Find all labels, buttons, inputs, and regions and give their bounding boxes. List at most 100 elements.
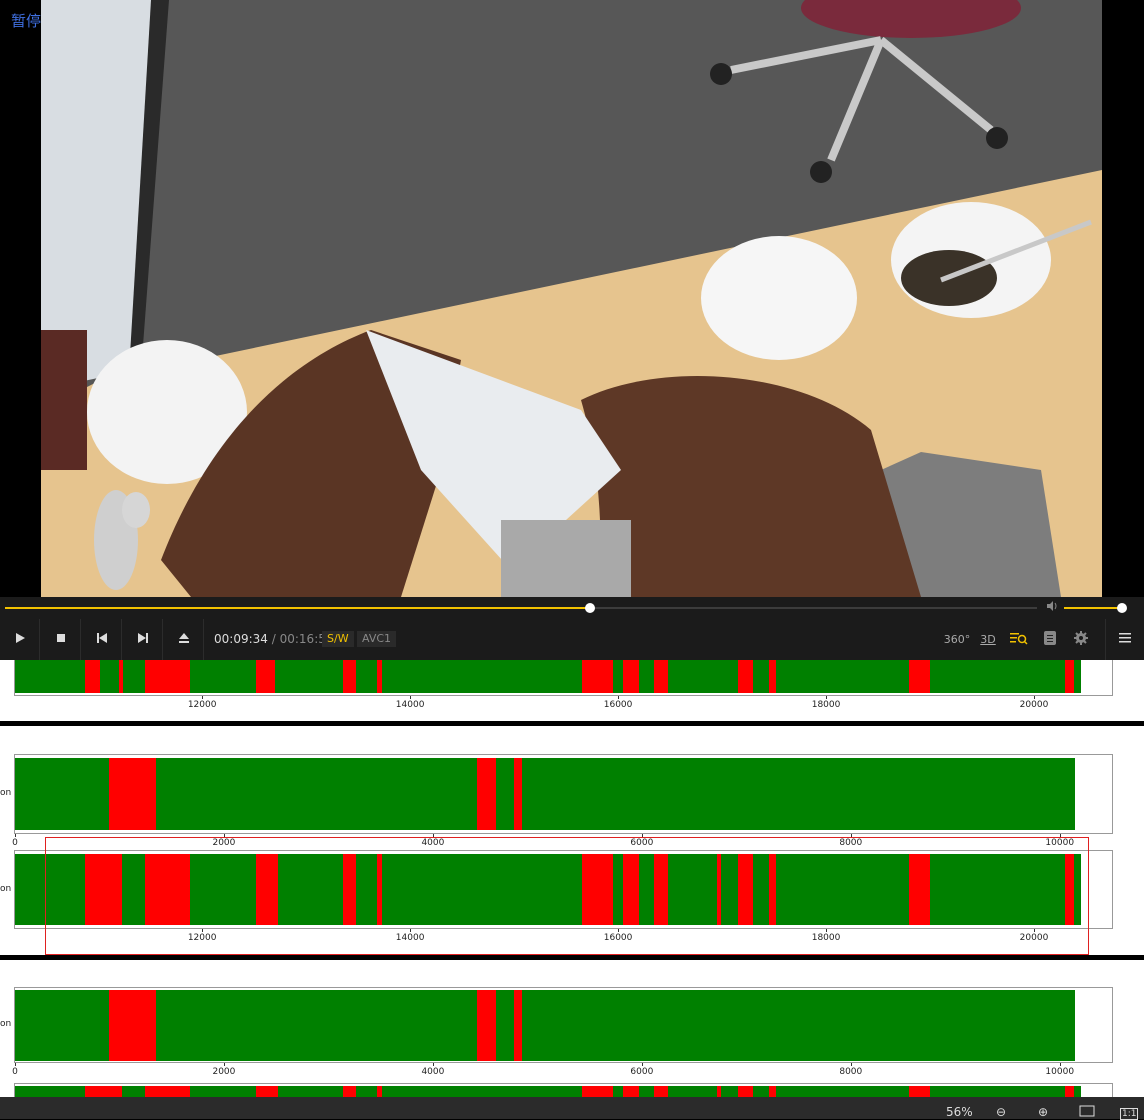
play-icon <box>14 632 26 648</box>
settings-button[interactable] <box>1071 629 1091 649</box>
playlist-button[interactable] <box>1040 629 1060 649</box>
codec-badge[interactable]: AVC1 <box>357 631 397 647</box>
fit-screen-button[interactable] <box>1079 1105 1095 1120</box>
chart-segment-flag <box>514 758 522 830</box>
next-icon <box>137 632 149 648</box>
chart-tick-label: 10000 <box>1045 1067 1075 1077</box>
play-button[interactable] <box>0 619 40 660</box>
chart-tick-mark <box>1059 1063 1061 1066</box>
seek-progress-fill <box>5 607 591 609</box>
chart-ylabel-fragment: on <box>0 883 12 894</box>
chart-tick-mark <box>826 696 828 699</box>
zoom-in-button[interactable]: ⊕ <box>1038 1105 1048 1119</box>
chart-tick-label: 12000 <box>187 700 217 710</box>
chart-segment-flag <box>376 660 383 693</box>
chart-tick-mark <box>202 929 204 932</box>
chart-segment-flag <box>654 854 668 925</box>
previous-button[interactable] <box>82 619 122 660</box>
chart-tick-mark <box>641 1063 643 1066</box>
chart-tick-mark <box>641 834 643 837</box>
chart-tick-mark <box>202 696 204 699</box>
chart-segment-flag <box>342 660 357 693</box>
chart-tick-mark <box>1034 696 1035 699</box>
search-subtitle-icon <box>1010 631 1028 648</box>
eject-button[interactable] <box>164 619 204 660</box>
strip-separator <box>0 955 1144 960</box>
chart-segment-flag <box>84 660 101 693</box>
chart-tick-mark <box>410 696 412 699</box>
chart-segment-ok <box>15 758 1076 830</box>
previous-icon <box>96 632 108 648</box>
volume-handle[interactable] <box>1117 603 1128 613</box>
vr-360-button[interactable]: 360° <box>944 629 971 649</box>
chart-tick-label: 6000 <box>630 838 654 848</box>
chart-segment-flag <box>768 660 777 693</box>
chart-tick-label: 12000 <box>187 933 217 943</box>
menu-button[interactable] <box>1105 619 1144 660</box>
chart-segment-flag <box>768 854 777 925</box>
zoom-out-icon: ⊖ <box>996 1105 1007 1119</box>
3d-button[interactable]: 3D <box>977 629 999 649</box>
decoder-badge[interactable]: S/W <box>322 631 354 647</box>
chart-segment-flag <box>109 990 157 1061</box>
chart-segment-flag <box>144 854 190 925</box>
chart-tick-mark <box>15 834 16 837</box>
subtitle-search-button[interactable] <box>1008 629 1030 649</box>
chart-segment-ok <box>15 854 1081 925</box>
chart-tick-label: 14000 <box>395 933 425 943</box>
playlist-icon <box>1044 630 1056 648</box>
time-separator: / <box>271 632 276 646</box>
chart-tick-label: 18000 <box>811 700 841 710</box>
chart-segment-flag <box>476 758 496 830</box>
seek-bar[interactable] <box>5 603 1037 613</box>
eject-icon <box>178 632 190 648</box>
chart-tick-label: 16000 <box>603 933 633 943</box>
menu-icon <box>1119 633 1131 646</box>
chart-tick-label: 8000 <box>839 838 863 848</box>
video-viewport[interactable]: 暂停 <box>0 0 1144 597</box>
chart-segment-flag <box>1065 660 1074 693</box>
settings-icon <box>1074 630 1088 648</box>
chart-tick-mark <box>410 929 412 932</box>
actual-size-button[interactable]: 1:1 <box>1120 1105 1139 1120</box>
chart-tick-label: 20000 <box>1019 933 1049 943</box>
chart-segment-flag <box>716 854 722 925</box>
seek-bar-row <box>0 597 1144 619</box>
3d-icon: 3D <box>980 632 996 646</box>
fit-screen-icon <box>1079 1105 1095 1120</box>
stop-icon <box>56 632 66 647</box>
video-frame[interactable] <box>41 0 1102 597</box>
chart-tick-label: 10000 <box>1045 838 1075 848</box>
strip-separator <box>0 721 1144 726</box>
pause-status-label: 暂停 <box>11 12 42 30</box>
chart-segment-flag <box>476 990 496 1061</box>
video-scene <box>41 0 1102 597</box>
chart-tick-mark <box>223 834 225 837</box>
chart-segment-flag <box>581 660 613 693</box>
chart-tick-label: 2000 <box>212 1067 236 1077</box>
chart-segment-flag <box>342 854 357 925</box>
chart-tick-mark <box>1034 929 1035 932</box>
viewer-status-bar: 56% ⊖ ⊕ 1:1 <box>0 1097 1144 1120</box>
volume-slider[interactable] <box>1064 603 1128 613</box>
chart-segment-ok <box>15 990 1076 1061</box>
chart-segment-flag <box>118 660 124 693</box>
chart-segment-flag <box>1065 854 1074 925</box>
chart-tick-label: 14000 <box>395 700 425 710</box>
volume-level-fill <box>1064 607 1123 609</box>
seek-handle[interactable] <box>585 603 596 613</box>
time-display: 00:09:34 / 00:16:52 <box>214 632 334 646</box>
chart-ylabel-fragment: on <box>0 1019 12 1029</box>
zoom-level: 56% <box>946 1105 973 1119</box>
stop-button[interactable] <box>41 619 81 660</box>
zoom-out-button[interactable]: ⊖ <box>996 1105 1006 1119</box>
chart-tick-mark <box>618 929 620 932</box>
chart-tick-label: 0 <box>12 1067 18 1077</box>
chart-tick-label: 4000 <box>421 1067 445 1077</box>
volume-icon[interactable] <box>1046 600 1058 615</box>
chart-segment-flag <box>256 854 279 925</box>
chart-segment-flag <box>581 854 613 925</box>
next-button[interactable] <box>123 619 163 660</box>
chart-segment-ok <box>15 660 1081 693</box>
chart-segment-flag <box>109 758 157 830</box>
